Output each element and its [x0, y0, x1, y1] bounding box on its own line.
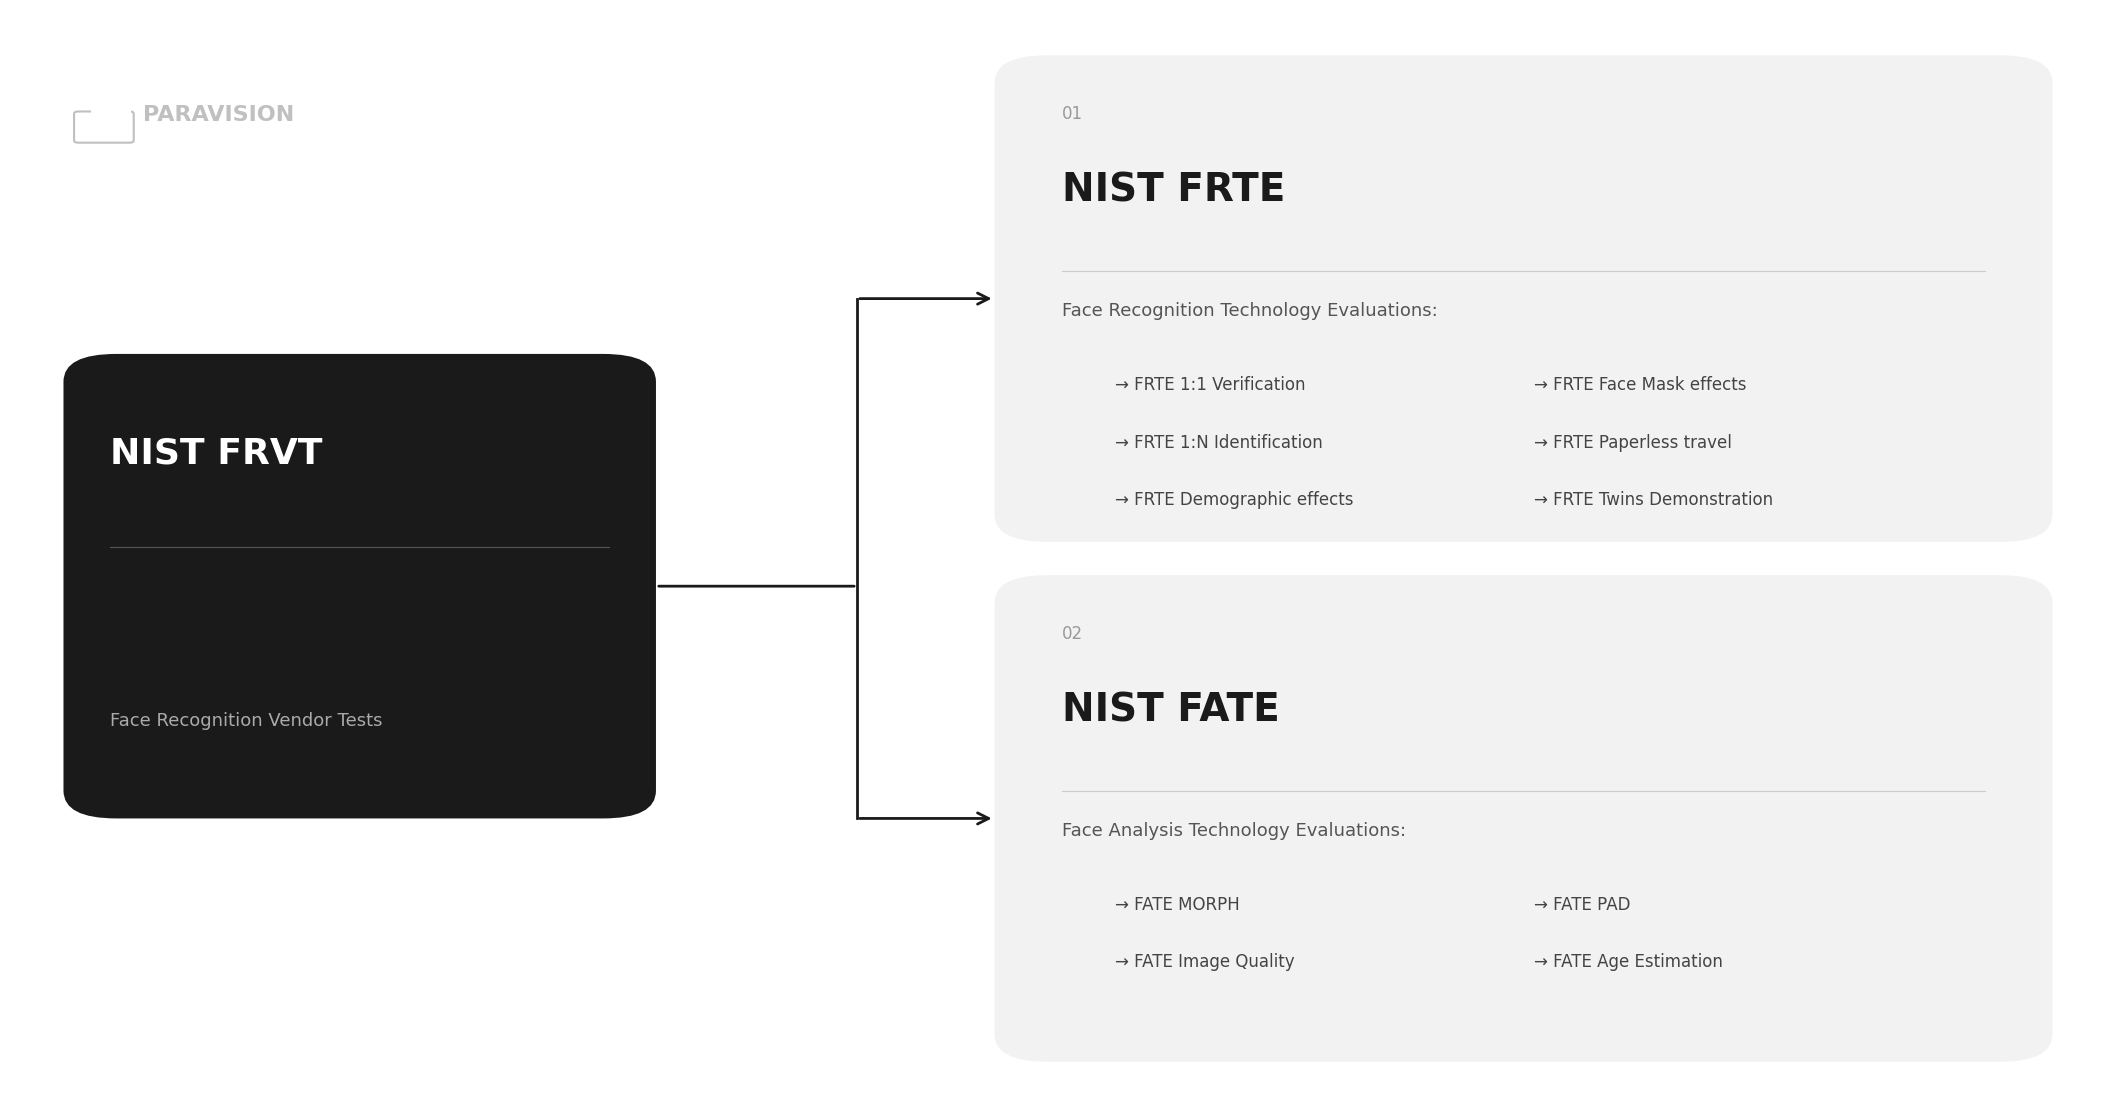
FancyBboxPatch shape: [995, 575, 2053, 1062]
Text: → FRTE Demographic effects: → FRTE Demographic effects: [1115, 491, 1354, 509]
Text: → FRTE 1:1 Verification: → FRTE 1:1 Verification: [1115, 376, 1306, 394]
FancyBboxPatch shape: [995, 55, 2053, 542]
Text: → FRTE Paperless travel: → FRTE Paperless travel: [1534, 434, 1733, 451]
Text: → FRTE Twins Demonstration: → FRTE Twins Demonstration: [1534, 491, 1773, 509]
Text: Face Recognition Vendor Tests: Face Recognition Vendor Tests: [110, 712, 383, 730]
Bar: [91, 103, 131, 117]
Text: PARAVISION: PARAVISION: [144, 105, 294, 125]
Text: → FATE Image Quality: → FATE Image Quality: [1115, 953, 1295, 971]
Text: 02: 02: [1062, 625, 1083, 643]
Text: → FATE PAD: → FATE PAD: [1534, 896, 1631, 914]
Text: 01: 01: [1062, 105, 1083, 123]
FancyBboxPatch shape: [63, 354, 656, 818]
Text: NIST FRVT: NIST FRVT: [110, 437, 322, 471]
Text: → FATE Age Estimation: → FATE Age Estimation: [1534, 953, 1722, 971]
Text: → FATE MORPH: → FATE MORPH: [1115, 896, 1240, 914]
Text: NIST FATE: NIST FATE: [1062, 691, 1280, 729]
Text: → FRTE Face Mask effects: → FRTE Face Mask effects: [1534, 376, 1746, 394]
Text: Face Analysis Technology Evaluations:: Face Analysis Technology Evaluations:: [1062, 822, 1407, 839]
Text: Face Recognition Technology Evaluations:: Face Recognition Technology Evaluations:: [1062, 302, 1439, 320]
Text: NIST FRTE: NIST FRTE: [1062, 171, 1287, 209]
Text: → FRTE 1:N Identification: → FRTE 1:N Identification: [1115, 434, 1322, 451]
